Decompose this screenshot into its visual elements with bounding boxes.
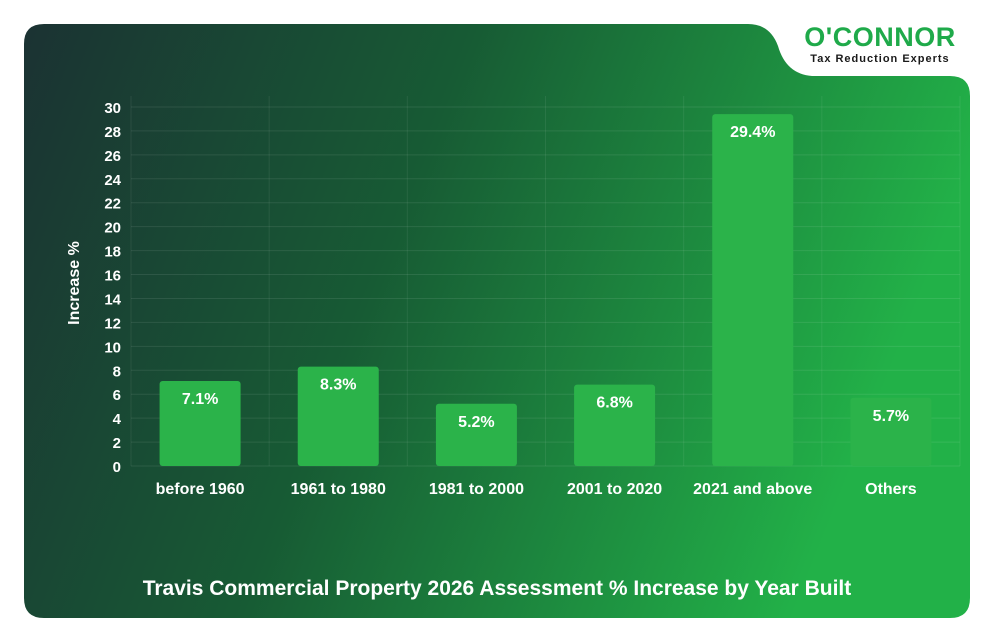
y-tick-label: 2 — [113, 435, 121, 452]
bar — [159, 381, 241, 466]
y-axis-title: Increase % — [66, 241, 83, 325]
logo-tagline: Tax Reduction Experts — [810, 53, 950, 65]
y-tick-label: 10 — [104, 339, 121, 356]
x-axis: before 1960 1961 to 1980 1981 to 2000 2001 … — [156, 481, 917, 498]
y-tick-label: 30 — [104, 100, 121, 117]
y-tick-label: 16 — [104, 268, 121, 285]
y-tick-label: 12 — [104, 315, 121, 332]
y-tick-label: 4 — [113, 411, 122, 428]
y-tick-label: 18 — [104, 244, 121, 261]
y-tick-label: 0 — [113, 459, 121, 476]
x-tick-label: 1961 to 1980 — [291, 481, 386, 498]
y-tick-label: 6 — [113, 387, 121, 404]
bar — [574, 384, 656, 466]
y-tick-label: 28 — [104, 124, 121, 141]
x-tick-label: 2021 and above — [693, 481, 812, 498]
data-label: 29.4% — [730, 124, 775, 141]
logo-wordmark: O'CONNOR — [804, 22, 956, 52]
bar — [712, 114, 794, 467]
data-label: 8.3% — [320, 377, 356, 394]
y-tick-label: 24 — [104, 172, 121, 189]
y-tick-label: 20 — [104, 220, 121, 237]
bars — [159, 114, 932, 467]
bar — [850, 397, 932, 466]
data-labels: 7.1% 8.3% 5.2% 6.8% 29.4% 5.7% — [182, 124, 909, 431]
data-label: 6.8% — [596, 395, 632, 412]
y-tick-label: 14 — [104, 291, 121, 308]
x-tick-label: 2001 to 2020 — [567, 481, 662, 498]
bar — [435, 403, 517, 466]
x-tick-label: before 1960 — [156, 481, 245, 498]
data-label: 7.1% — [182, 391, 218, 408]
y-tick-label: 8 — [113, 363, 121, 380]
bar — [297, 366, 379, 466]
chart-background — [24, 24, 970, 618]
chart-title: Travis Commercial Property 2026 Assessme… — [142, 577, 852, 600]
brand-logo: O'CONNOR Tax Reduction Experts — [790, 22, 970, 66]
y-tick-label: 22 — [104, 196, 121, 213]
data-label: 5.7% — [873, 408, 909, 425]
grid-lines — [130, 96, 961, 467]
data-label: 5.2% — [458, 414, 494, 431]
x-tick-label: Others — [865, 481, 917, 498]
y-tick-label: 26 — [104, 148, 121, 165]
x-tick-label: 1981 to 2000 — [429, 481, 524, 498]
